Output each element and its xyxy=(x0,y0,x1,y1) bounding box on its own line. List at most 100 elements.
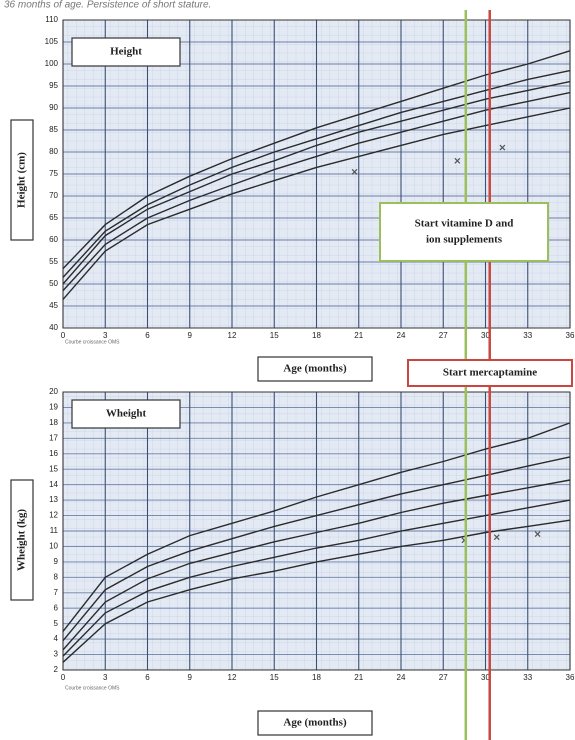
patient-point xyxy=(493,534,500,541)
x-tick-label: 27 xyxy=(439,331,448,340)
y-tick-label: 70 xyxy=(49,191,58,200)
x-tick-label: 3 xyxy=(103,331,108,340)
y-tick-label: 90 xyxy=(49,103,58,112)
percentile-curve xyxy=(62,69,571,278)
source-note: Courbe croissance OMS xyxy=(65,339,120,345)
x-tick-label: 15 xyxy=(270,673,279,682)
x-tick-label: 33 xyxy=(523,331,532,340)
y-tick-label: 95 xyxy=(49,81,58,90)
x-tick-label: 6 xyxy=(145,673,150,682)
x-axis-label: Age (months) xyxy=(283,717,347,729)
x-tick-label: 15 xyxy=(270,331,279,340)
y-tick-label: 15 xyxy=(49,464,58,473)
x-tick-label: 27 xyxy=(439,673,448,682)
patient-point xyxy=(499,144,506,151)
panel-title: Wheight xyxy=(106,408,147,420)
x-axis-label: Age (months) xyxy=(283,363,347,375)
y-tick-label: 55 xyxy=(49,257,58,266)
y-axis-label: Wheight (kg) xyxy=(16,509,28,571)
y-tick-label: 40 xyxy=(49,323,58,332)
event-label: ion supplements xyxy=(426,234,503,246)
y-tick-label: 17 xyxy=(49,433,58,442)
plot-frame xyxy=(62,391,571,671)
y-tick-label: 110 xyxy=(45,15,58,24)
x-tick-label: 36 xyxy=(566,331,575,340)
y-tick-label: 14 xyxy=(49,480,58,489)
y-tick-label: 3 xyxy=(54,650,59,659)
x-tick-label: 12 xyxy=(228,673,237,682)
y-tick-label: 10 xyxy=(49,542,58,551)
y-tick-label: 19 xyxy=(49,403,58,412)
y-tick-label: 16 xyxy=(49,449,58,458)
plot-frame xyxy=(62,19,571,329)
y-tick-label: 13 xyxy=(49,495,58,504)
y-tick-label: 5 xyxy=(54,619,59,628)
y-tick-label: 85 xyxy=(49,125,58,134)
x-axis-label-box xyxy=(257,356,373,382)
x-tick-label: 6 xyxy=(145,331,150,340)
x-tick-label: 30 xyxy=(481,673,490,682)
x-tick-label: 3 xyxy=(103,673,108,682)
percentile-curve xyxy=(62,456,571,642)
y-tick-label: 6 xyxy=(54,603,59,612)
y-tick-label: 2 xyxy=(54,665,59,674)
x-tick-label: 24 xyxy=(397,673,406,682)
y-tick-label: 8 xyxy=(54,572,59,581)
x-tick-label: 30 xyxy=(481,331,490,340)
y-tick-label: 50 xyxy=(49,279,58,288)
percentile-curve xyxy=(62,107,571,300)
panel-title-box xyxy=(71,399,181,429)
patient-point xyxy=(454,157,461,164)
y-tick-label: 11 xyxy=(50,526,59,535)
y-tick-label: 20 xyxy=(49,387,58,396)
y-tick-label: 45 xyxy=(49,301,58,310)
y-tick-label: 100 xyxy=(45,59,59,68)
y-axis-label-box xyxy=(10,479,34,601)
y-tick-label: 65 xyxy=(49,213,58,222)
x-axis-label-box xyxy=(257,710,373,736)
y-tick-label: 4 xyxy=(54,634,59,643)
x-tick-label: 9 xyxy=(188,673,193,682)
x-tick-label: 0 xyxy=(61,331,66,340)
panel-title: Height xyxy=(110,46,142,58)
percentile-curve xyxy=(62,91,571,292)
x-tick-label: 18 xyxy=(312,673,321,682)
x-tick-label: 33 xyxy=(523,673,532,682)
x-tick-label: 21 xyxy=(354,331,363,340)
y-axis-label: Height (cm) xyxy=(16,152,28,208)
y-tick-label: 105 xyxy=(45,37,59,46)
y-tick-label: 80 xyxy=(49,147,58,156)
event-box xyxy=(379,202,549,262)
patient-point xyxy=(351,168,358,175)
event-label: Start mercaptamine xyxy=(443,367,537,379)
x-tick-label: 0 xyxy=(61,673,66,682)
percentile-curve xyxy=(62,519,571,663)
x-tick-label: 18 xyxy=(312,331,321,340)
event-label: Start vitamine D and xyxy=(415,218,514,230)
patient-point xyxy=(534,531,541,538)
y-axis-label-group: Height (cm) xyxy=(10,119,34,241)
percentile-curve xyxy=(62,80,571,285)
percentile-curve xyxy=(62,50,571,270)
y-axis-label-group: Wheight (kg) xyxy=(10,479,34,601)
y-axis-label-box xyxy=(10,119,34,241)
x-tick-label: 9 xyxy=(188,331,193,340)
y-tick-label: 7 xyxy=(54,588,59,597)
y-tick-label: 18 xyxy=(49,418,58,427)
y-tick-label: 12 xyxy=(49,511,58,520)
x-tick-label: 24 xyxy=(397,331,406,340)
source-note: Courbe croissance OMS xyxy=(65,685,120,691)
y-tick-label: 60 xyxy=(49,235,58,244)
y-tick-label: 9 xyxy=(54,557,59,566)
x-tick-label: 36 xyxy=(566,673,575,682)
x-tick-label: 21 xyxy=(354,673,363,682)
event-box xyxy=(407,359,573,387)
percentile-curve xyxy=(62,479,571,651)
percentile-curve xyxy=(62,422,571,632)
percentile-curve xyxy=(62,499,571,657)
caption: 36 months of age. Persistence of short s… xyxy=(4,0,211,11)
panel-title-box xyxy=(71,37,181,67)
x-tick-label: 12 xyxy=(228,331,237,340)
